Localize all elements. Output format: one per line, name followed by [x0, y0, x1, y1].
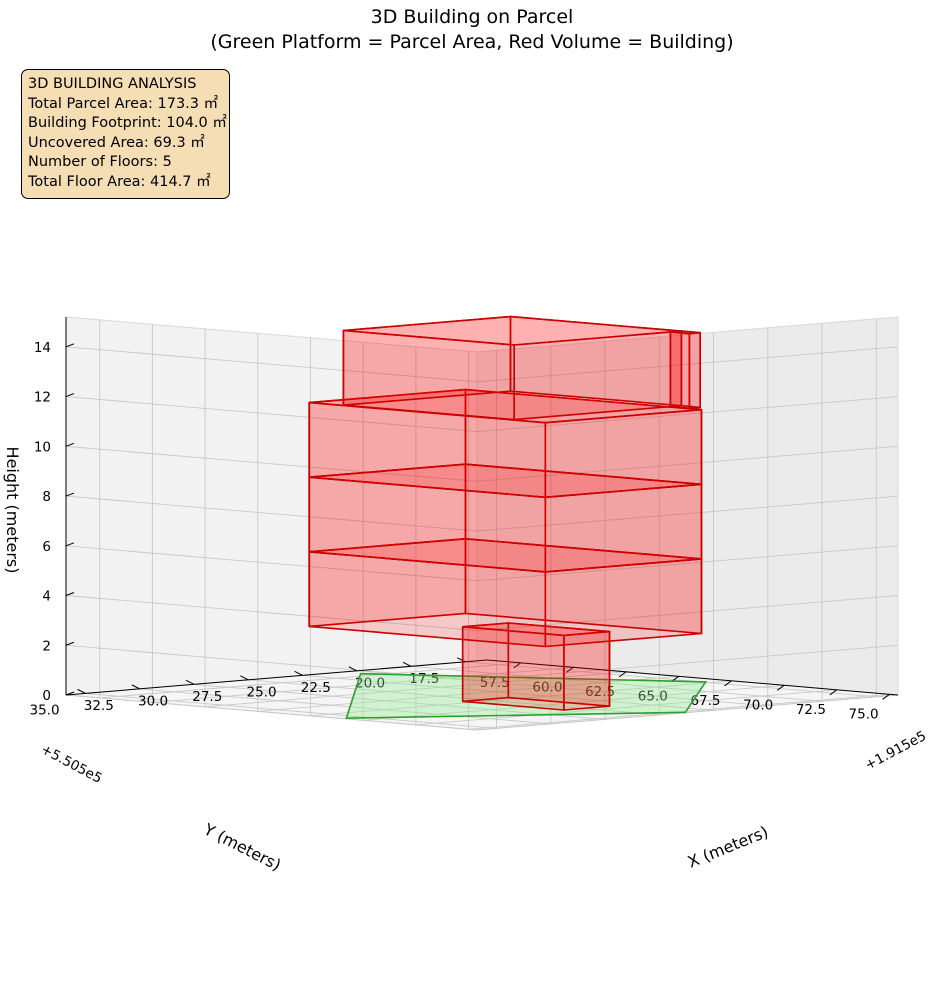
- info-floor-area: Total Floor Area: 414.7 ㎡: [28, 173, 211, 190]
- z-tick: [65, 442, 75, 447]
- info-parcel-area: Total Parcel Area: 173.3 ㎡: [28, 95, 219, 112]
- x-tick-label: 75.0: [849, 706, 879, 722]
- info-heading: 3D BUILDING ANALYSIS: [28, 76, 197, 92]
- z-tick: [65, 691, 75, 696]
- y-tick-label: 35.0: [29, 702, 59, 718]
- y-tick-label: 25.0: [247, 684, 277, 700]
- y-tick-label: 30.0: [138, 693, 168, 709]
- data-marks: [308, 315, 708, 720]
- info-footprint: Building Footprint: 104.0 ㎡: [28, 115, 227, 131]
- y-tick: [77, 688, 86, 694]
- x-tick: [776, 684, 785, 691]
- grid-line-z: [65, 396, 899, 433]
- building-face: [308, 388, 703, 424]
- z-tick-label: 14: [34, 340, 51, 356]
- z-tick-label: 4: [42, 589, 51, 605]
- x-tick-label: 67.5: [690, 693, 720, 709]
- building-top-floor-sliver: [669, 330, 702, 410]
- grid-line-z: [65, 595, 899, 631]
- x-axis-label: X (meters): [685, 822, 771, 871]
- z-tick-label: 10: [34, 439, 51, 455]
- z-tick: [65, 343, 75, 348]
- y-tick-label: 32.5: [84, 698, 114, 714]
- z-tick-label: 6: [42, 539, 51, 555]
- info-uncovered: Uncovered Area: 69.3 ㎡: [28, 134, 205, 151]
- y-tick-label: 20.0: [355, 675, 385, 691]
- chart-subtitle: (Green Platform = Parcel Area, Red Volum…: [210, 31, 734, 53]
- z-tick: [65, 393, 75, 398]
- grid-line-z: [65, 445, 899, 482]
- y-tick: [402, 661, 412, 667]
- grid-line-z: [65, 644, 899, 681]
- x-tick: [829, 689, 838, 696]
- y-tick: [457, 657, 466, 663]
- parcel-platform: [345, 672, 708, 720]
- building-face: [680, 330, 702, 409]
- grid-lines: [65, 318, 899, 731]
- building-top-floor: [342, 315, 683, 421]
- z-tick-label: 8: [42, 489, 51, 505]
- x-tick-label: 60.0: [532, 679, 562, 695]
- y-tick-label: 27.5: [192, 689, 222, 705]
- z-tick-label: 2: [42, 638, 51, 654]
- z-tick: [65, 592, 75, 596]
- tick-labels: 57.5 60.0 62.5 65.0 67.5 70.0 72.5 75.017.520.0…: [29, 340, 890, 722]
- y-axis-label: Y (meters): [200, 819, 284, 874]
- z-tick: [65, 492, 75, 497]
- analysis-info-box: 3D BUILDING ANALYSIS Total Parcel Area: …: [21, 69, 230, 199]
- y-axis-line: [65, 659, 488, 696]
- x-tick: [513, 662, 522, 669]
- y-tick: [348, 666, 358, 672]
- x-tick-label: 57.5: [480, 675, 510, 691]
- z-axis-label: Height (meters): [3, 447, 22, 574]
- building-face: [669, 330, 683, 408]
- building-face: [461, 622, 611, 637]
- axis-lines: [65, 317, 899, 696]
- z-tick: [65, 542, 75, 547]
- x-tick: [618, 671, 627, 678]
- grid-line-z: [65, 495, 899, 532]
- y-offset-label: +5.505e5: [38, 741, 105, 787]
- x-tick-label: 65.0: [638, 688, 668, 704]
- grid-line-z: [65, 346, 899, 383]
- x-axis-line: [486, 659, 899, 696]
- z-tick: [65, 641, 75, 646]
- building-floor-block: [308, 537, 703, 648]
- y-tick-label: 22.5: [301, 680, 331, 696]
- x-tick: [724, 680, 732, 687]
- y-tick: [131, 684, 141, 690]
- x-tick-label: 72.5: [796, 702, 826, 718]
- grid-line-z: [65, 694, 899, 731]
- y-tick: [294, 670, 303, 676]
- x-tick-label: 62.5: [585, 684, 615, 700]
- z-tick-label: 12: [34, 390, 51, 406]
- building-floor-block: [308, 463, 703, 573]
- x-tick: [566, 666, 574, 673]
- building-face: [669, 330, 702, 335]
- info-floors: Number of Floors: 5: [28, 154, 172, 170]
- x-tick-label: 70.0: [743, 697, 773, 713]
- x-tick: [882, 693, 890, 700]
- z-tick-label: 0: [42, 688, 51, 704]
- chart-title: 3D Building on Parcel: [370, 6, 574, 28]
- x-offset-label: +1.915e5: [862, 728, 929, 774]
- y-tick: [185, 679, 195, 685]
- grid-line-z: [65, 545, 899, 582]
- y-tick: [240, 675, 249, 681]
- building-face: [342, 315, 683, 346]
